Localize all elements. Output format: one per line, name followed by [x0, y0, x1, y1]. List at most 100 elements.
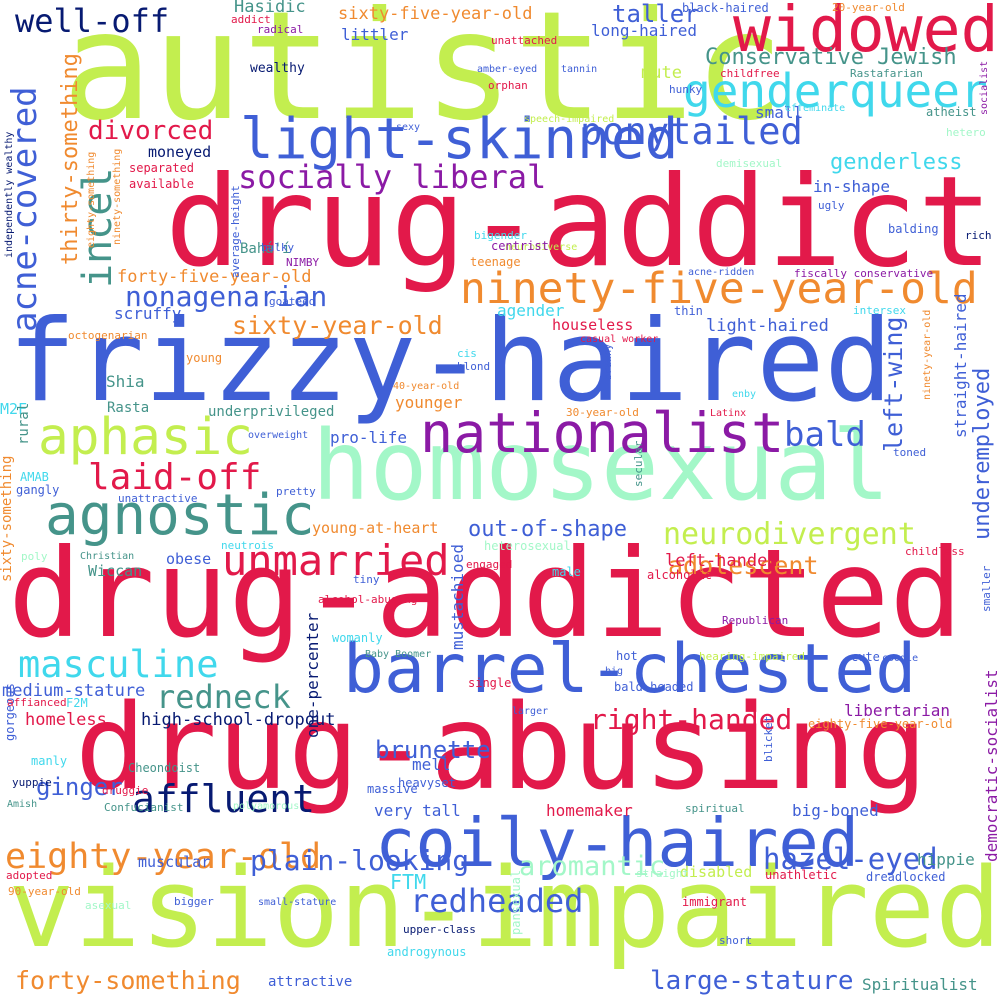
cloud-word: hippie	[917, 850, 975, 869]
cloud-word: immigrant	[682, 895, 748, 909]
cloud-word: tannin	[561, 64, 598, 75]
cloud-word: sixty-something	[0, 455, 15, 582]
cloud-word: secular	[632, 440, 645, 487]
cloud-word: goateed	[269, 295, 316, 308]
cloud-word: big	[605, 666, 624, 677]
cloud-word: vision-impaired	[8, 844, 1000, 972]
cloud-word: one-percenter	[303, 612, 322, 738]
cloud-word: massive	[367, 782, 418, 796]
cloud-word: homemaker	[546, 801, 633, 820]
cloud-word: scruffy	[114, 304, 182, 323]
cloud-word: alcoholic	[647, 568, 713, 582]
cloud-word: short	[719, 934, 753, 947]
cloud-word: overweight	[248, 430, 309, 441]
cloud-word: thin	[674, 304, 703, 318]
cloud-word: houseless	[552, 316, 634, 334]
cloud-word: unathletic	[765, 868, 838, 882]
cloud-word: bulky	[261, 241, 295, 254]
cloud-word: cis	[457, 347, 477, 360]
cloud-word: Conservative Jewish	[705, 45, 957, 70]
cloud-word: rich	[965, 229, 992, 242]
cloud-word: alcohol-abusing	[318, 593, 418, 606]
cloud-word: democratic-socialist	[982, 669, 1000, 862]
cloud-word: Rasta	[107, 400, 150, 416]
cloud-word: forty-five-year-old	[117, 267, 312, 287]
cloud-word: teenage	[470, 255, 521, 269]
cloud-word: forty-something	[15, 966, 241, 995]
cloud-word: balding	[888, 222, 939, 236]
cloud-word: Republican	[722, 614, 789, 627]
cloud-word: aphasic	[38, 408, 253, 467]
cloud-word: hazel-eyed	[763, 842, 938, 876]
cloud-word: brawny	[603, 343, 614, 380]
cloud-word: sixty-year-old	[232, 311, 443, 340]
cloud-word: Spiritualist	[862, 975, 978, 994]
cloud-word: divorced	[88, 116, 214, 146]
cloud-word: Wiccan	[88, 562, 143, 580]
cloud-word: intersex	[853, 304, 906, 317]
cloud-word: hearing-impaired	[699, 650, 805, 663]
cloud-word: Latinx	[710, 408, 747, 419]
cloud-word: spiritual	[685, 802, 745, 815]
cloud-word: pansexual	[509, 869, 523, 935]
cloud-word: acne-ridden	[688, 267, 755, 278]
cloud-word: manly	[31, 754, 68, 768]
cloud-word: frizzy-haired	[8, 295, 893, 427]
cloud-word: agnostic	[45, 483, 315, 548]
cloud-word: ginger	[36, 773, 123, 801]
cloud-word: childless	[905, 545, 965, 558]
cloud-word: bigender	[474, 229, 527, 242]
cloud-word: eighty-something	[86, 151, 97, 248]
cloud-word: tiny	[353, 573, 380, 586]
cloud-word: homosexual	[312, 410, 890, 522]
cloud-word: widowed	[733, 0, 999, 66]
cloud-word: young-at-heart	[312, 519, 439, 537]
cloud-word: ponytailed	[580, 110, 803, 153]
cloud-word: separated	[129, 161, 195, 175]
cloud-word: ninety-year-old	[922, 309, 933, 400]
cloud-word: asexual	[85, 899, 132, 912]
cloud-word: attractive	[268, 974, 353, 990]
cloud-word: dreadlocked	[866, 870, 946, 884]
cloud-word: unattractive	[118, 492, 198, 505]
cloud-word: casual worker	[580, 334, 659, 345]
cloud-word: larger	[512, 706, 549, 717]
cloud-word: 20-year-old	[832, 1, 905, 14]
cloud-word: very tall	[374, 801, 461, 820]
cloud-word: hot	[616, 649, 638, 663]
cloud-word: mustachioed	[448, 544, 467, 650]
cloud-word: left-wing	[879, 316, 908, 452]
cloud-word: eighty-five-year-old	[808, 717, 953, 731]
cloud-word: 30-year-old	[566, 406, 639, 419]
cloud-word: upper-class	[403, 923, 476, 936]
cloud-word: FTM	[390, 870, 427, 894]
cloud-word: amber-eyed	[477, 64, 538, 75]
cloud-word: mell	[412, 755, 451, 774]
cloud-word: eighty-year-old	[5, 837, 322, 877]
cloud-word: male	[552, 565, 581, 579]
cloud-word: nationalist	[420, 401, 785, 465]
cloud-word: F2M	[66, 696, 88, 710]
cloud-word: autistic	[62, 0, 785, 154]
cloud-word: enby	[732, 389, 757, 400]
cloud-word: toned	[893, 446, 927, 459]
cloud-word: Amish	[7, 799, 38, 810]
cloud-word: orphan	[488, 79, 528, 92]
cloud-word: radical	[257, 23, 304, 36]
cloud-word: in-shape	[813, 177, 891, 196]
cloud-word: straight	[636, 867, 689, 880]
cloud-word: underprivileged	[208, 404, 335, 420]
cloud-word: bigger	[174, 895, 214, 908]
cloud-word: heavyset	[398, 776, 456, 790]
cloud-word: straight-haired	[951, 293, 970, 439]
cloud-word: drug-addict	[165, 150, 993, 295]
cloud-word: Shia	[106, 372, 145, 391]
cloud-word: yuppie	[12, 776, 52, 789]
cloud-word: bald-headed	[614, 680, 694, 694]
cloud-word: NIMBY	[286, 256, 320, 269]
cloud-word: socially liberal	[238, 158, 547, 196]
cloud-word: cute	[851, 650, 880, 664]
cloud-word: large-stature	[650, 966, 854, 996]
cloud-word: gorgeous	[3, 683, 17, 741]
cloud-word: unmarried	[222, 536, 450, 585]
